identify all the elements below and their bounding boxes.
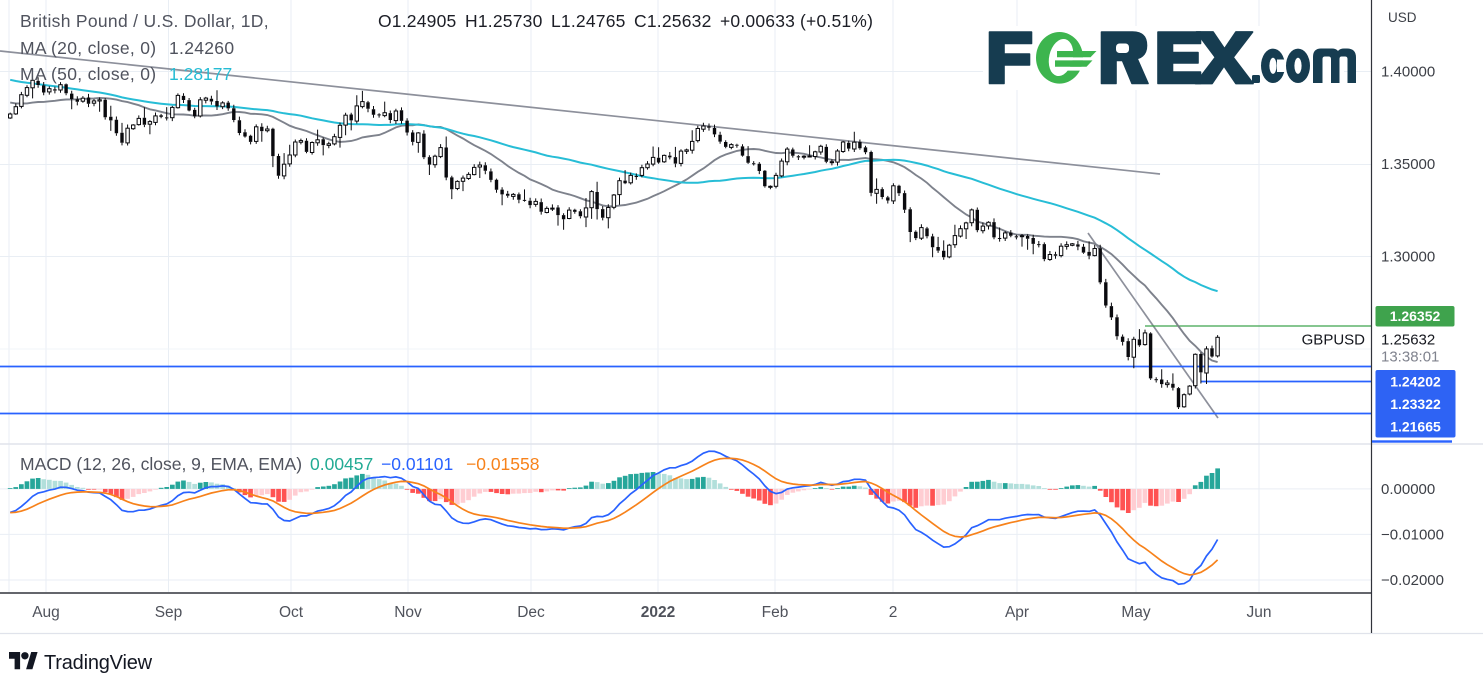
svg-text:C1.25632: C1.25632 — [634, 11, 712, 31]
svg-text:−0.01101: −0.01101 — [381, 454, 453, 474]
svg-text:0.00000: 0.00000 — [1381, 481, 1435, 498]
svg-text:−0.01558: −0.01558 — [466, 454, 539, 474]
svg-text:(+0.51%): (+0.51%) — [800, 11, 873, 31]
svg-text:Oct: Oct — [279, 604, 304, 621]
svg-text:Aug: Aug — [32, 604, 60, 621]
svg-text:Feb: Feb — [762, 604, 789, 621]
svg-text:−0.02000: −0.02000 — [1381, 572, 1444, 589]
svg-text:−0.01000: −0.01000 — [1381, 526, 1444, 543]
svg-text:MA (50, close, 0): MA (50, close, 0) — [20, 64, 156, 84]
svg-text:May: May — [1121, 604, 1151, 621]
svg-text:TradingView: TradingView — [44, 652, 153, 674]
svg-text:1.24202: 1.24202 — [1390, 373, 1441, 389]
svg-text:H1.25730: H1.25730 — [465, 11, 543, 31]
svg-text:+0.00633: +0.00633 — [720, 11, 795, 31]
svg-text:13:38:01: 13:38:01 — [1381, 349, 1439, 366]
svg-text:Sep: Sep — [155, 604, 183, 621]
svg-text:0.00457: 0.00457 — [310, 454, 373, 474]
svg-text:Dec: Dec — [517, 604, 545, 621]
svg-text:1.23322: 1.23322 — [1390, 396, 1441, 412]
svg-text:Jun: Jun — [1247, 604, 1272, 621]
svg-text:1.24260: 1.24260 — [169, 38, 234, 58]
svg-text:Apr: Apr — [1005, 604, 1029, 621]
svg-text:L1.24765: L1.24765 — [551, 11, 626, 31]
svg-text:1.28177: 1.28177 — [169, 64, 232, 84]
svg-text:1.26352: 1.26352 — [1390, 308, 1441, 324]
svg-text:Nov: Nov — [394, 604, 422, 621]
svg-text:O1.24905: O1.24905 — [378, 11, 456, 31]
svg-text:2: 2 — [889, 604, 898, 621]
svg-text:British Pound / U.S. Dollar, 1: British Pound / U.S. Dollar, 1D, — [20, 11, 269, 31]
svg-text:GBPUSD: GBPUSD — [1302, 332, 1366, 349]
svg-text:MACD (12, 26, close, 9, EMA, E: MACD (12, 26, close, 9, EMA, EMA) — [20, 454, 302, 474]
svg-text:1.25632: 1.25632 — [1381, 332, 1435, 349]
svg-text:1.30000: 1.30000 — [1381, 249, 1435, 266]
svg-text:1.35000: 1.35000 — [1381, 156, 1435, 173]
svg-text:MA (20, close, 0): MA (20, close, 0) — [20, 38, 156, 58]
svg-text:1.40000: 1.40000 — [1381, 64, 1435, 81]
svg-text:2022: 2022 — [641, 604, 675, 621]
svg-text:USD: USD — [1388, 10, 1417, 25]
svg-text:1.21665: 1.21665 — [1390, 418, 1441, 434]
